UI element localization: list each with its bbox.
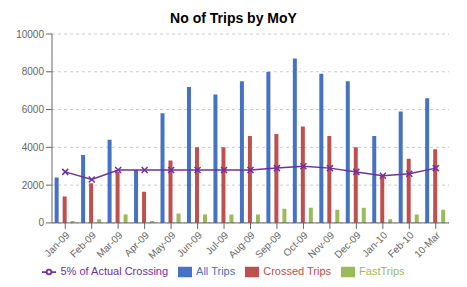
svg-text:10000: 10000	[16, 29, 44, 40]
html-text:No of Trips by MoY: No of Trips by MoY	[170, 10, 297, 26]
svg-text:Aug-09: Aug-09	[226, 229, 257, 260]
svg-text:2000: 2000	[22, 180, 45, 191]
svg-text:Nov-09: Nov-09	[306, 229, 337, 260]
svg-text:Apr-09: Apr-09	[122, 229, 152, 259]
html-text:All Trips: All Trips	[196, 264, 236, 277]
svg-text:Mar-09: Mar-09	[94, 229, 124, 259]
svg-text:0: 0	[38, 217, 44, 228]
svg-text:Oct-09: Oct-09	[281, 229, 310, 258]
svg-text:Jan-10: Jan-10	[360, 229, 390, 259]
html-text:Crossed Trips: Crossed Trips	[263, 264, 332, 277]
html-text:5% of Actual Crossing: 5% of Actual Crossing	[60, 264, 169, 277]
svg-text:May-09: May-09	[146, 229, 178, 261]
svg-text:8000: 8000	[22, 66, 45, 77]
svg-text:Jun-09: Jun-09	[175, 229, 205, 259]
svg-text:Feb-10: Feb-10	[386, 229, 416, 259]
svg-text:10-Mar: 10-Mar	[412, 229, 443, 260]
svg-text:Jul-09: Jul-09	[203, 229, 231, 257]
svg-text:4000: 4000	[22, 142, 45, 153]
svg-text:Sep-09: Sep-09	[253, 229, 284, 260]
svg-text:Dec-09: Dec-09	[332, 229, 363, 260]
html-text:FastTrips: FastTrips	[359, 264, 405, 277]
svg-text:Feb-09: Feb-09	[68, 229, 98, 259]
svg-text:6000: 6000	[22, 104, 45, 115]
svg-text:Jan-09: Jan-09	[42, 229, 72, 259]
